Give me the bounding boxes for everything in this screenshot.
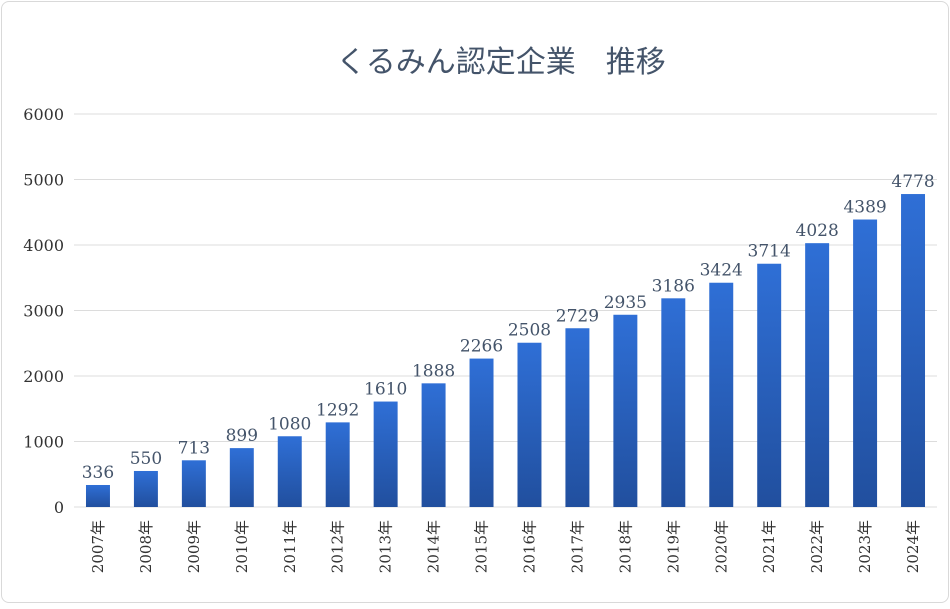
y-tick-label: 1000 xyxy=(23,433,64,452)
x-tick-label: 2018年 xyxy=(616,520,634,573)
chart-title: くるみん認定企業 推移 xyxy=(336,45,665,80)
data-label: 2935 xyxy=(604,293,647,313)
data-label: 1292 xyxy=(316,400,359,420)
bar xyxy=(325,422,350,507)
x-tick-label: 2022年 xyxy=(808,520,826,573)
bar xyxy=(133,470,158,507)
bar xyxy=(421,383,446,507)
x-tick-label: 2015年 xyxy=(473,520,491,573)
bar xyxy=(229,448,254,507)
data-label: 1888 xyxy=(412,361,455,381)
y-tick-label: 6000 xyxy=(23,105,64,124)
x-tick-label: 2010年 xyxy=(233,520,251,573)
data-label: 3186 xyxy=(652,276,695,296)
x-tick-label: 2011年 xyxy=(281,520,299,573)
bar xyxy=(181,460,206,507)
y-tick-label: 5000 xyxy=(23,171,64,190)
bar xyxy=(469,358,494,507)
x-tick-label: 2009年 xyxy=(185,520,203,573)
y-tick-label: 4000 xyxy=(23,236,64,255)
bar xyxy=(853,219,878,507)
data-label: 2508 xyxy=(508,321,551,341)
x-tick-label: 2024年 xyxy=(904,520,922,573)
x-tick-label: 2016年 xyxy=(520,520,538,573)
y-axis: 0 1000 2000 3000 4000 5000 6000 xyxy=(23,105,64,517)
data-label: 4028 xyxy=(796,221,839,241)
data-label: 4389 xyxy=(843,198,886,218)
x-axis: 2007年 2008年 2009年 2010年 2011年 2012年 2013年 2014年… xyxy=(89,520,922,573)
x-tick-label: 2013年 xyxy=(377,520,395,573)
bar xyxy=(901,194,926,507)
data-label: 3424 xyxy=(700,261,743,281)
bar xyxy=(565,328,590,507)
x-tick-label: 2008年 xyxy=(137,520,155,573)
y-tick-label: 2000 xyxy=(23,367,64,386)
bar xyxy=(85,484,110,507)
bar xyxy=(277,436,302,507)
y-tick-label: 0 xyxy=(54,498,64,517)
bar xyxy=(661,298,686,507)
data-label: 336 xyxy=(82,463,114,483)
data-label: 550 xyxy=(130,449,162,469)
data-label: 3714 xyxy=(748,242,791,262)
bar xyxy=(517,342,542,507)
x-tick-label: 2012年 xyxy=(329,520,347,573)
y-tick-label: 3000 xyxy=(23,302,64,321)
data-label: 2266 xyxy=(460,337,503,357)
bar xyxy=(373,401,398,507)
x-tick-label: 2017年 xyxy=(568,520,586,573)
bars xyxy=(85,194,926,507)
data-label: 713 xyxy=(178,438,210,458)
bar xyxy=(757,263,782,507)
data-label: 1080 xyxy=(268,414,311,434)
bar xyxy=(805,243,830,507)
x-tick-label: 2007年 xyxy=(89,520,107,573)
data-label: 2729 xyxy=(556,306,599,326)
x-tick-label: 2023年 xyxy=(856,520,874,573)
data-labels: 336 550 713 899 1080129216101888226625082729… xyxy=(82,172,935,483)
x-tick-label: 2019年 xyxy=(664,520,682,573)
x-tick-label: 2021年 xyxy=(760,520,778,573)
data-label: 4778 xyxy=(891,172,934,192)
data-label: 1610 xyxy=(364,380,407,400)
x-tick-label: 2014年 xyxy=(425,520,443,573)
bar xyxy=(613,314,638,507)
x-tick-label: 2020年 xyxy=(712,520,730,573)
bar xyxy=(709,282,734,507)
data-label: 899 xyxy=(226,426,258,446)
gridlines xyxy=(74,113,937,508)
